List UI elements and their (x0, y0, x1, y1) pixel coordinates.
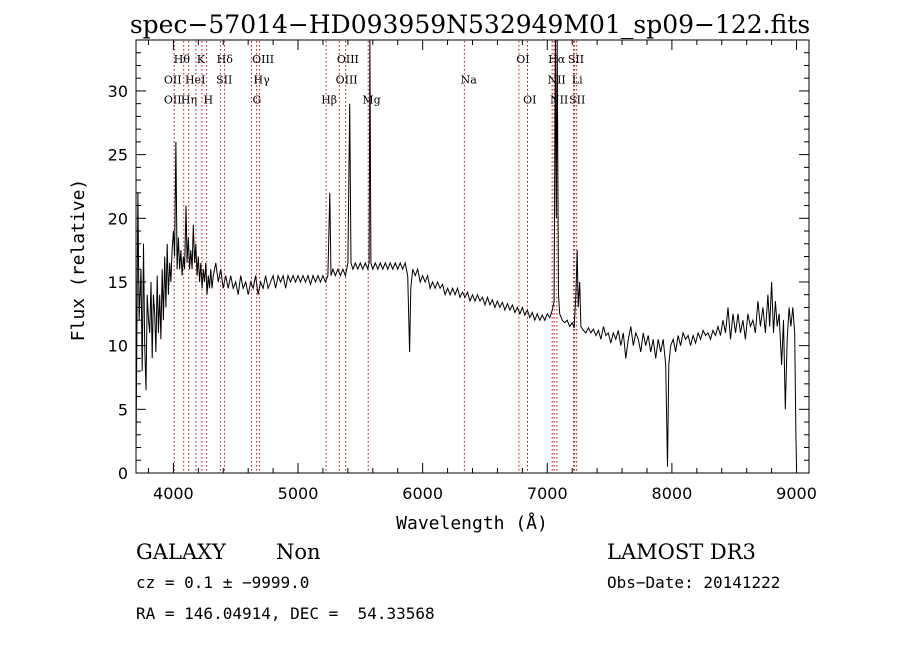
observation-date: Obs−Date: 20141222 (607, 573, 780, 592)
x-tick-label-4: 8000 (652, 484, 693, 503)
line-label-4: OII (164, 73, 182, 86)
line-label-3: OIII (252, 53, 274, 66)
y-tick-label-2: 10 (108, 337, 128, 356)
y-tick-label-3: 15 (108, 273, 128, 292)
line-label-0: Hθ (174, 53, 191, 66)
line-label-6: SII (216, 73, 232, 86)
y-tick-label-5: 25 (108, 146, 128, 165)
line-label-8: OII (164, 94, 182, 107)
coordinates: RA = 146.04914, DEC = 54.33568 (136, 604, 435, 623)
line-label-5: HeI (185, 73, 205, 86)
line-label-15: Mg (362, 94, 380, 107)
object-subclass: Non (276, 540, 321, 564)
x-tick-label-2: 6000 (402, 484, 443, 503)
plot-frame (135, 39, 810, 474)
x-tick-label-0: 4000 (153, 484, 194, 503)
line-label-2: Hδ (217, 53, 234, 66)
redshift-value: cz = 0.1 ± −9999.0 (136, 573, 309, 592)
x-axis-ticks: 4000 5000 6000 7000 8000 9000 (147, 40, 817, 503)
y-tick-label-0: 0 (118, 464, 128, 483)
y-axis-label: Flux (relative) (68, 179, 89, 342)
object-class: GALAXY (136, 540, 227, 564)
line-label-16: Na (461, 73, 478, 86)
x-tick-label-1: 5000 (278, 484, 319, 503)
line-label-12: OIII (337, 53, 359, 66)
line-label-18: OI (523, 94, 536, 107)
line-label-22: Li (572, 73, 583, 86)
line-label-14: Hβ (321, 94, 337, 107)
line-label-10: H (203, 94, 213, 107)
line-label-13: OIII (336, 73, 358, 86)
spectrum-line (135, 39, 797, 467)
y-tick-label-4: 20 (108, 209, 128, 228)
line-label-17: OI (516, 53, 529, 66)
chart-title: spec−57014−HD093959N532949M01_sp09−122.f… (130, 10, 810, 39)
x-axis-label: Wavelength (Å) (396, 512, 548, 534)
x-tick-label-5: 9000 (776, 484, 817, 503)
y-axis-ticks: 0 5 10 15 20 25 30 (108, 52, 809, 483)
line-label-1: K (197, 53, 206, 66)
line-label-11: G (252, 94, 261, 107)
line-label-20: SII (568, 53, 584, 66)
survey-label: LAMOST DR3 (607, 540, 756, 564)
y-tick-label-1: 5 (118, 400, 128, 419)
x-tick-label-3: 7000 (527, 484, 568, 503)
line-label-24: SII (569, 94, 585, 107)
line-label-7: Hγ (254, 73, 271, 86)
line-label-23: NII (550, 94, 568, 107)
y-tick-label-6: 30 (108, 82, 128, 101)
line-label-9: Hη (181, 94, 197, 107)
